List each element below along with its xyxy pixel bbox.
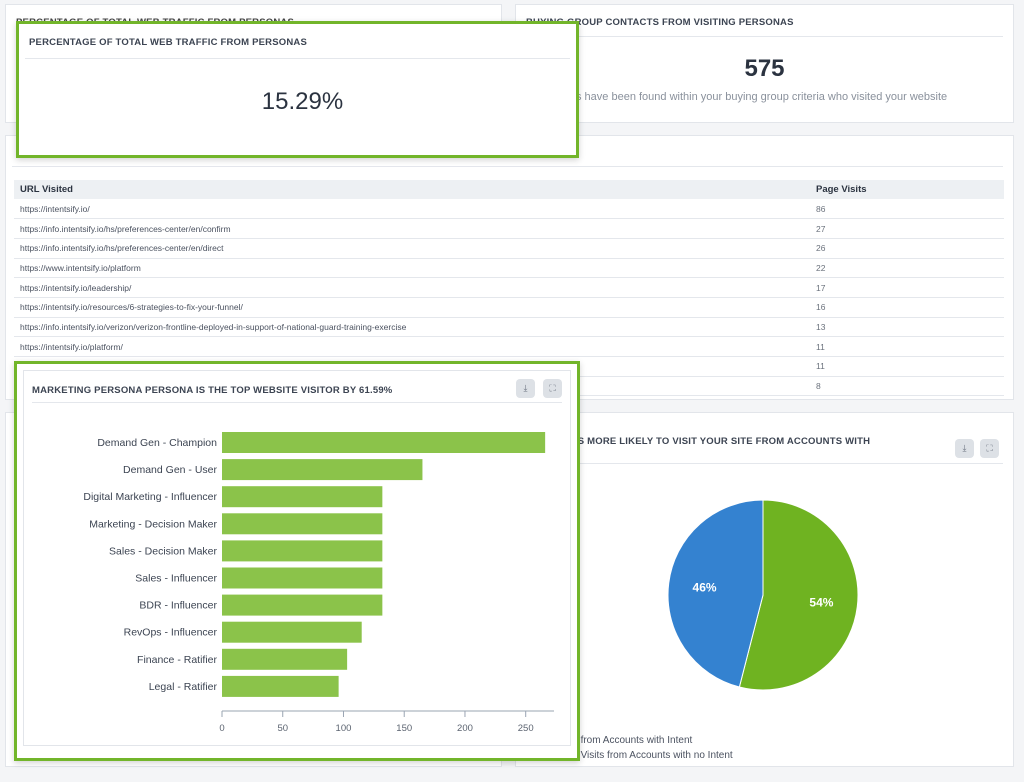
visits-cell: 86 — [810, 199, 1004, 220]
persona-chart-panel: MARKETING PERSONA PERSONA IS THE TOP WEB… — [23, 370, 571, 746]
url-cell[interactable]: https://www.intentsify.io/platform — [14, 258, 810, 279]
intent-pie-panel: G GROUP IS MORE LIKELY TO VISIT YOUR SIT… — [515, 412, 1014, 767]
pie-slice-intent[interactable] — [738, 499, 859, 691]
url-cell[interactable]: https://intentsify.io/resources/6-strate… — [14, 297, 810, 318]
urls-table: URL Visited Page Visits https://intentsi… — [14, 180, 1004, 397]
visits-cell: 22 — [810, 258, 1004, 279]
bar-legal-ratifier[interactable] — [222, 675, 339, 697]
visits-cell: 27 — [810, 218, 1004, 239]
bar-finance-ratifier[interactable] — [222, 648, 348, 670]
category-label: BDR - Influencer — [139, 600, 217, 612]
traffic-card-title: PERCENTAGE OF TOTAL WEB TRAFFIC FROM PER… — [29, 37, 307, 48]
download-icon[interactable]: ⤓ — [955, 439, 974, 458]
table-header-row: URL Visited Page Visits — [14, 180, 1004, 199]
category-label: Digital Marketing - Influencer — [83, 491, 217, 503]
category-label: Finance - Ratifier — [137, 654, 217, 666]
visits-cell: 13 — [810, 317, 1004, 338]
visits-cell: 11 — [810, 356, 1004, 377]
x-tick-label: 50 — [277, 723, 288, 734]
x-tick-label: 200 — [457, 723, 473, 734]
visits-cell: 8 — [810, 376, 1004, 397]
traffic-percentage-value: 15.29% — [261, 88, 344, 115]
persona-bar-chart: Demand Gen - Champion Demand Gen - User Di… — [83, 432, 554, 734]
url-cell[interactable]: https://info.intentsify.io/hs/preference… — [14, 238, 810, 259]
bar-demand-gen-user[interactable] — [222, 459, 423, 481]
column-header-url[interactable]: URL Visited — [14, 180, 810, 199]
traffic-percentage-card: PERCENTAGE OF TOTAL WEB TRAFFIC FROM PER… — [16, 21, 579, 158]
x-tick-label: 250 — [518, 723, 534, 734]
url-cell[interactable]: https://intentsify.io/platform/ — [14, 336, 810, 357]
bar-bdr-influencer[interactable] — [222, 594, 383, 616]
category-label: Sales - Decision Maker — [109, 545, 217, 557]
table-row[interactable]: https://info.intentsify.io/hs/preference… — [14, 218, 1004, 239]
contacts-count: 575 — [744, 55, 785, 82]
table-row[interactable]: https://info.intentsify.io/verizon/veriz… — [14, 317, 1004, 338]
category-label: RevOps - Influencer — [124, 627, 218, 639]
visits-cell: 26 — [810, 238, 1004, 259]
category-label: Demand Gen - User — [123, 464, 217, 476]
expand-icon[interactable]: ⛶ — [543, 379, 562, 398]
bar-demand-gen-champion[interactable] — [222, 432, 546, 453]
contacts-description: s have been found within your buying gro… — [576, 91, 948, 103]
x-tick-label: 100 — [336, 723, 352, 734]
table-row[interactable]: https://www.intentsify.io/platform 22 — [14, 258, 1004, 279]
category-label: Legal - Ratifier — [149, 681, 218, 693]
table-row[interactable]: https://intentsify.io/86 — [14, 199, 1004, 220]
contacts-panel-title: BUYING GROUP CONTACTS FROM VISITING PERS… — [526, 17, 794, 28]
pie-chart: 54% 46% — [667, 499, 859, 691]
category-label: Sales - Influencer — [135, 573, 217, 585]
divider — [32, 402, 562, 403]
legend-label: Group from Accounts with Intent — [550, 735, 693, 746]
table-row[interactable]: https://intentsify.io/platform/11 — [14, 336, 1004, 357]
divider — [12, 166, 1003, 167]
urls-visited-panel: URL Visited Page Visits https://intentsi… — [5, 135, 1014, 400]
persona-chart-title: MARKETING PERSONA PERSONA IS THE TOP WEB… — [32, 385, 393, 396]
url-cell[interactable]: https://intentsify.io/ — [14, 199, 810, 220]
top-persona-card: MARKETING PERSONA PERSONA IS THE TOP WEB… — [14, 361, 580, 761]
pie-slice-label: 46% — [693, 581, 717, 595]
x-tick-label: 0 — [219, 723, 224, 734]
table-row[interactable]: https://intentsify.io/leadership/17 — [14, 277, 1004, 298]
bar-sales-influencer[interactable] — [222, 567, 383, 589]
visits-cell: 17 — [810, 277, 1004, 298]
pie-slice-no-intent[interactable] — [667, 499, 764, 688]
category-label: Marketing - Decision Maker — [89, 518, 217, 530]
url-cell[interactable]: https://info.intentsify.io/verizon/veriz… — [14, 317, 810, 338]
divider — [25, 58, 570, 59]
buying-group-contacts-panel: BUYING GROUP CONTACTS FROM VISITING PERS… — [515, 4, 1014, 123]
bar-digital-marketing-influencer[interactable] — [222, 486, 383, 508]
x-tick-label: 150 — [396, 723, 412, 734]
pie-slice-label: 54% — [809, 595, 833, 609]
column-header-visits[interactable]: Page Visits — [810, 180, 1004, 199]
bar-sales-decision-maker[interactable] — [222, 540, 383, 562]
visits-cell: 16 — [810, 297, 1004, 318]
url-cell[interactable]: https://intentsify.io/leadership/ — [14, 277, 810, 298]
table-row[interactable]: https://info.intentsify.io/hs/preference… — [14, 238, 1004, 259]
legend-label: Group Visits from Accounts with no Inten… — [550, 750, 733, 761]
url-cell[interactable]: https://info.intentsify.io/hs/preference… — [14, 218, 810, 239]
download-icon[interactable]: ⤓ — [516, 379, 535, 398]
pie-panel-title: G GROUP IS MORE LIKELY TO VISIT YOUR SIT… — [526, 436, 871, 447]
divider — [526, 36, 1003, 37]
divider — [526, 463, 1003, 464]
expand-icon[interactable]: ⛶ — [980, 439, 999, 458]
bar-revops-influencer[interactable] — [222, 621, 362, 643]
table-row[interactable]: https://intentsify.io/resources/6-strate… — [14, 297, 1004, 318]
bar-marketing-decision-maker[interactable] — [222, 513, 383, 535]
category-label: Demand Gen - Champion — [97, 437, 217, 449]
visits-cell: 11 — [810, 336, 1004, 357]
